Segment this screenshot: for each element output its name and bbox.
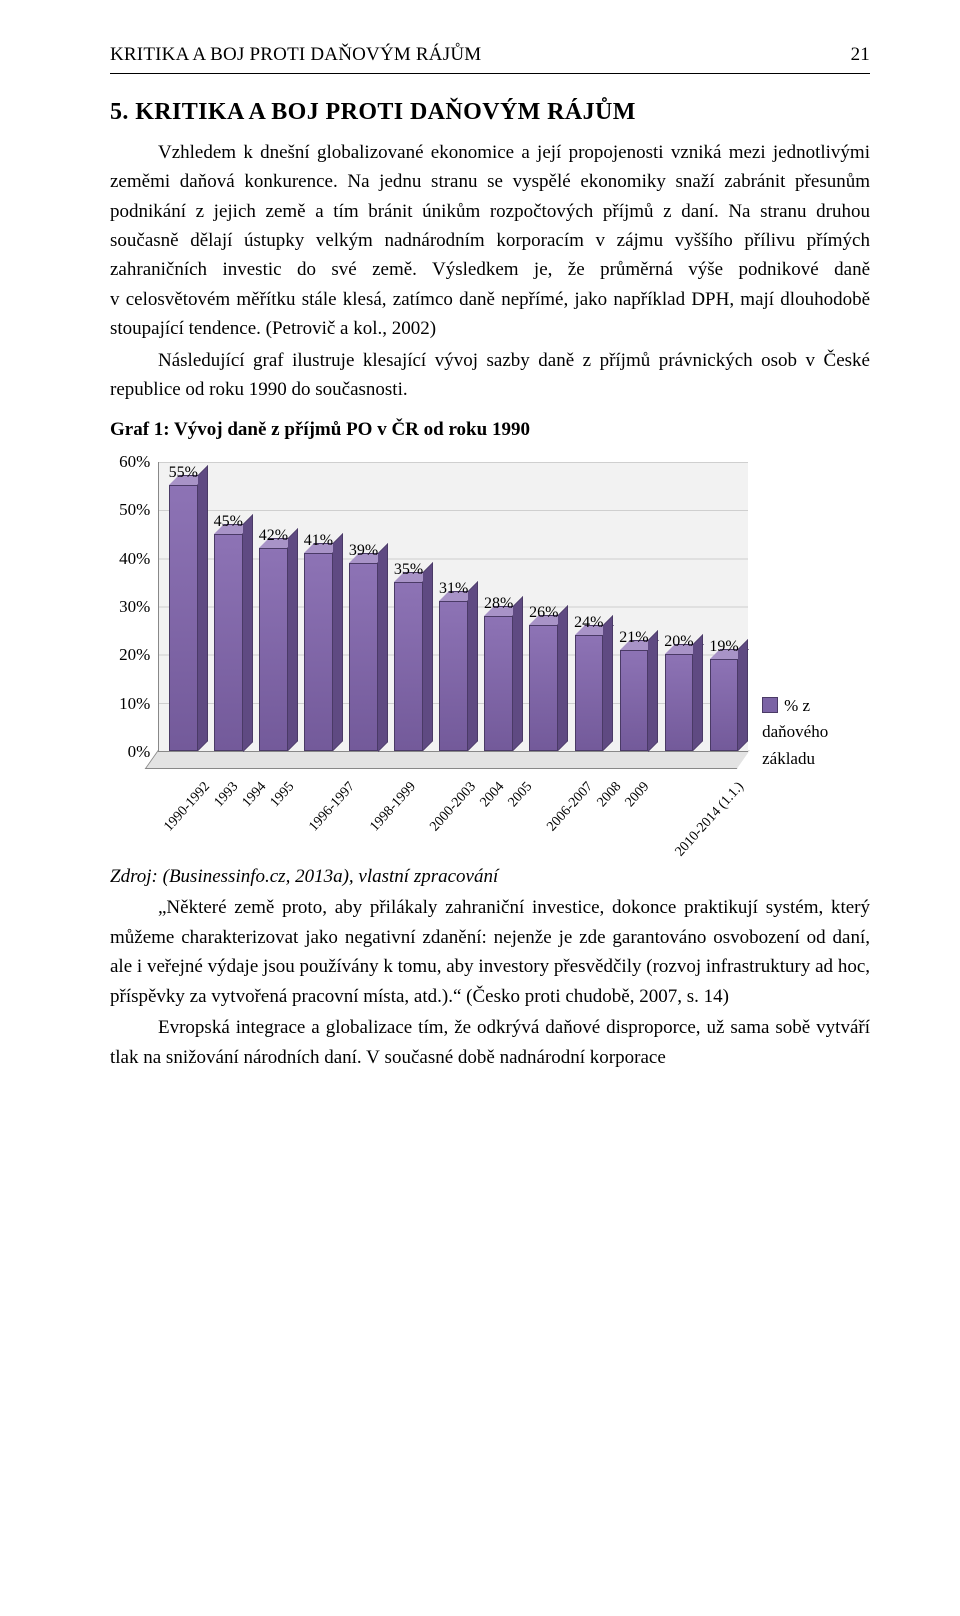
header-rule [110, 73, 870, 74]
bar: 45% [214, 534, 243, 752]
x-tick-label: 1995 [268, 780, 302, 814]
x-tick-label: 1998-1999 [368, 780, 423, 838]
chart-title: Graf 1: Vývoj daně z příjmů PO v ČR od r… [110, 415, 870, 444]
bar-slot: 21% [613, 650, 655, 752]
bar-slot: 39% [343, 563, 385, 752]
section-title: KRITIKA A BOJ PROTI DAŇOVÝM RÁJŮM [135, 99, 636, 125]
bar-value-label: 39% [349, 539, 378, 564]
bar-plot-area: 55% 45% 42% 41% 39% 35% 31% 28% 26% 24% 21% 20% 19% [158, 462, 748, 752]
x-axis: 1990-19921993199419951996-19971998-19992… [154, 774, 748, 794]
x-tick-label: 2009 [623, 780, 657, 814]
paragraph-2: Následující graf ilustruje klesající výv… [110, 346, 870, 405]
bar-value-label: 41% [304, 529, 333, 554]
bar: 31% [439, 601, 468, 751]
bar-slot: 24% [568, 635, 610, 751]
bar-slot: 31% [433, 601, 475, 751]
bar: 20% [665, 654, 694, 751]
bar: 21% [620, 650, 649, 752]
header-page-num: 21 [851, 40, 870, 69]
section-heading: 5. KRITIKA A BOJ PROTI DAŇOVÝM RÁJŮM [110, 94, 870, 131]
bar-slot: 35% [388, 582, 430, 751]
x-tick-label: 2010-2014 (1.1.) [673, 780, 751, 864]
bar: 42% [259, 548, 288, 751]
page-header: KRITIKA A BOJ PROTI DAŇOVÝM RÁJŮM 21 [110, 40, 870, 69]
bar-slot: 19% [703, 659, 745, 751]
bar: 41% [304, 553, 333, 751]
bar: 28% [484, 616, 513, 751]
paragraph-3: „Některé země proto, aby přilákaly zahra… [110, 893, 870, 1011]
bar-value-label: 42% [259, 524, 288, 549]
x-tick-label: 2005 [506, 780, 540, 814]
bar-value-label: 55% [169, 461, 198, 486]
bar: 19% [710, 659, 739, 751]
bar: 39% [349, 563, 378, 752]
bar-value-label: 20% [664, 630, 693, 655]
bar: 55% [169, 485, 198, 751]
x-tick-label: 2006-2007 [545, 780, 600, 838]
y-axis: 60%50%40%30%20%10%0% [110, 462, 158, 752]
bar-value-label: 45% [214, 510, 243, 535]
bar-slot: 42% [252, 548, 294, 751]
bar-slot: 45% [207, 534, 249, 752]
bar-value-label: 28% [484, 592, 513, 617]
bar: 26% [529, 625, 558, 751]
header-title: KRITIKA A BOJ PROTI DAŇOVÝM RÁJŮM [110, 40, 481, 69]
section-num: 5. [110, 99, 129, 125]
legend: % z daňovéhozákladu [748, 462, 870, 832]
bar: 24% [575, 635, 604, 751]
chart-source: Zdroj: (Businessinfo.cz, 2013a), vlastní… [110, 862, 870, 891]
bar-value-label: 31% [439, 577, 468, 602]
bar: 35% [394, 582, 423, 751]
legend-swatch [762, 697, 778, 713]
x-tick-label: 1996-1997 [307, 780, 362, 838]
x-tick-label: 1990-1992 [162, 780, 217, 838]
bar-value-label: 35% [394, 558, 423, 583]
bar-value-label: 21% [619, 626, 648, 651]
paragraph-4: Evropská integrace a globalizace tím, že… [110, 1013, 870, 1072]
bar-slot: 26% [523, 625, 565, 751]
x-tick-label: 2000-2003 [428, 780, 483, 838]
bar-value-label: 24% [574, 611, 603, 636]
bar-slot: 28% [478, 616, 520, 751]
bar-value-label: 19% [709, 635, 738, 660]
bar-slot: 41% [297, 553, 339, 751]
corporate-tax-chart: 60%50%40%30%20%10%0% 55%45%42%41%39%35%3… [110, 462, 870, 832]
bar-slot: 55% [162, 485, 204, 751]
paragraph-1: Vzhledem k dnešní globalizované ekonomic… [110, 138, 870, 344]
bar-value-label: 26% [529, 601, 558, 626]
bar-slot: 20% [658, 654, 700, 751]
